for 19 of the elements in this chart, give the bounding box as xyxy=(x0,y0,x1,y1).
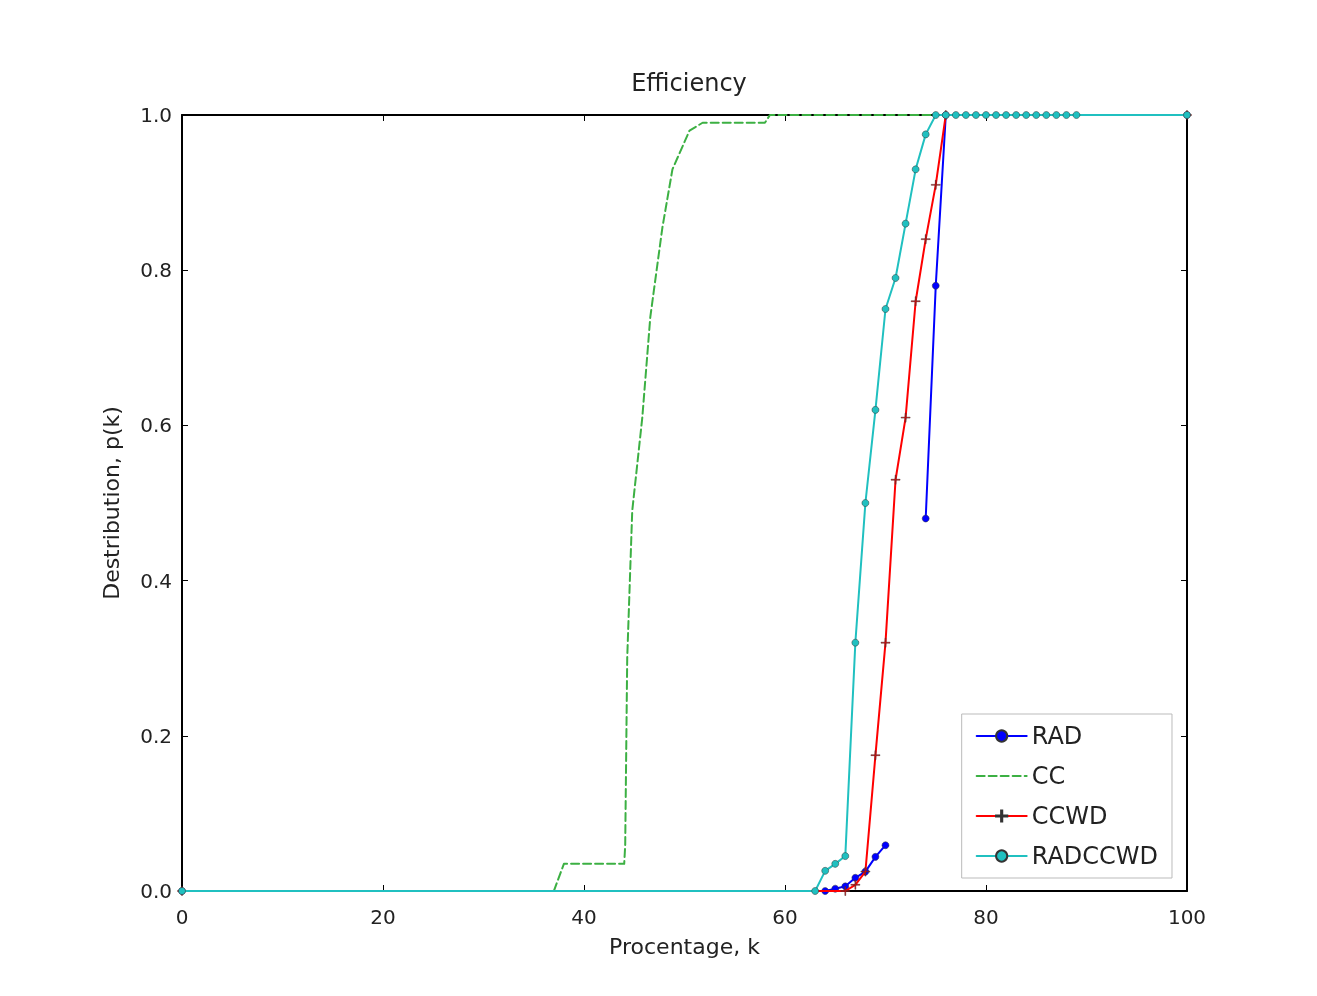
legend-label: CC xyxy=(1031,762,1066,790)
legend-label: CCWD xyxy=(1031,802,1108,830)
legend-label: RAD xyxy=(1031,722,1083,750)
y-tick-label: 0.4 xyxy=(140,568,172,593)
x-axis-title: Procentage, k xyxy=(609,933,761,959)
x-tick-label: 60 xyxy=(772,905,798,929)
chart-title: Efficiency xyxy=(631,69,747,97)
legend-label: RADCCWD xyxy=(1031,842,1158,870)
y-axis-title: Destribution, p(k) xyxy=(98,406,124,600)
y-tick-label: 0.0 xyxy=(140,879,172,903)
x-tick-label: 40 xyxy=(571,905,597,929)
x-tick-label: 20 xyxy=(370,905,396,929)
x-tick-label: 0 xyxy=(175,905,189,929)
y-tick-label: 0.6 xyxy=(140,413,172,438)
y-tick-label: 0.2 xyxy=(140,723,172,748)
x-tick-label: 100 xyxy=(1167,905,1207,929)
y-tick-label: 1.0 xyxy=(140,103,172,127)
y-tick-label: 0.8 xyxy=(140,258,172,283)
x-tick-label: 80 xyxy=(973,905,999,929)
